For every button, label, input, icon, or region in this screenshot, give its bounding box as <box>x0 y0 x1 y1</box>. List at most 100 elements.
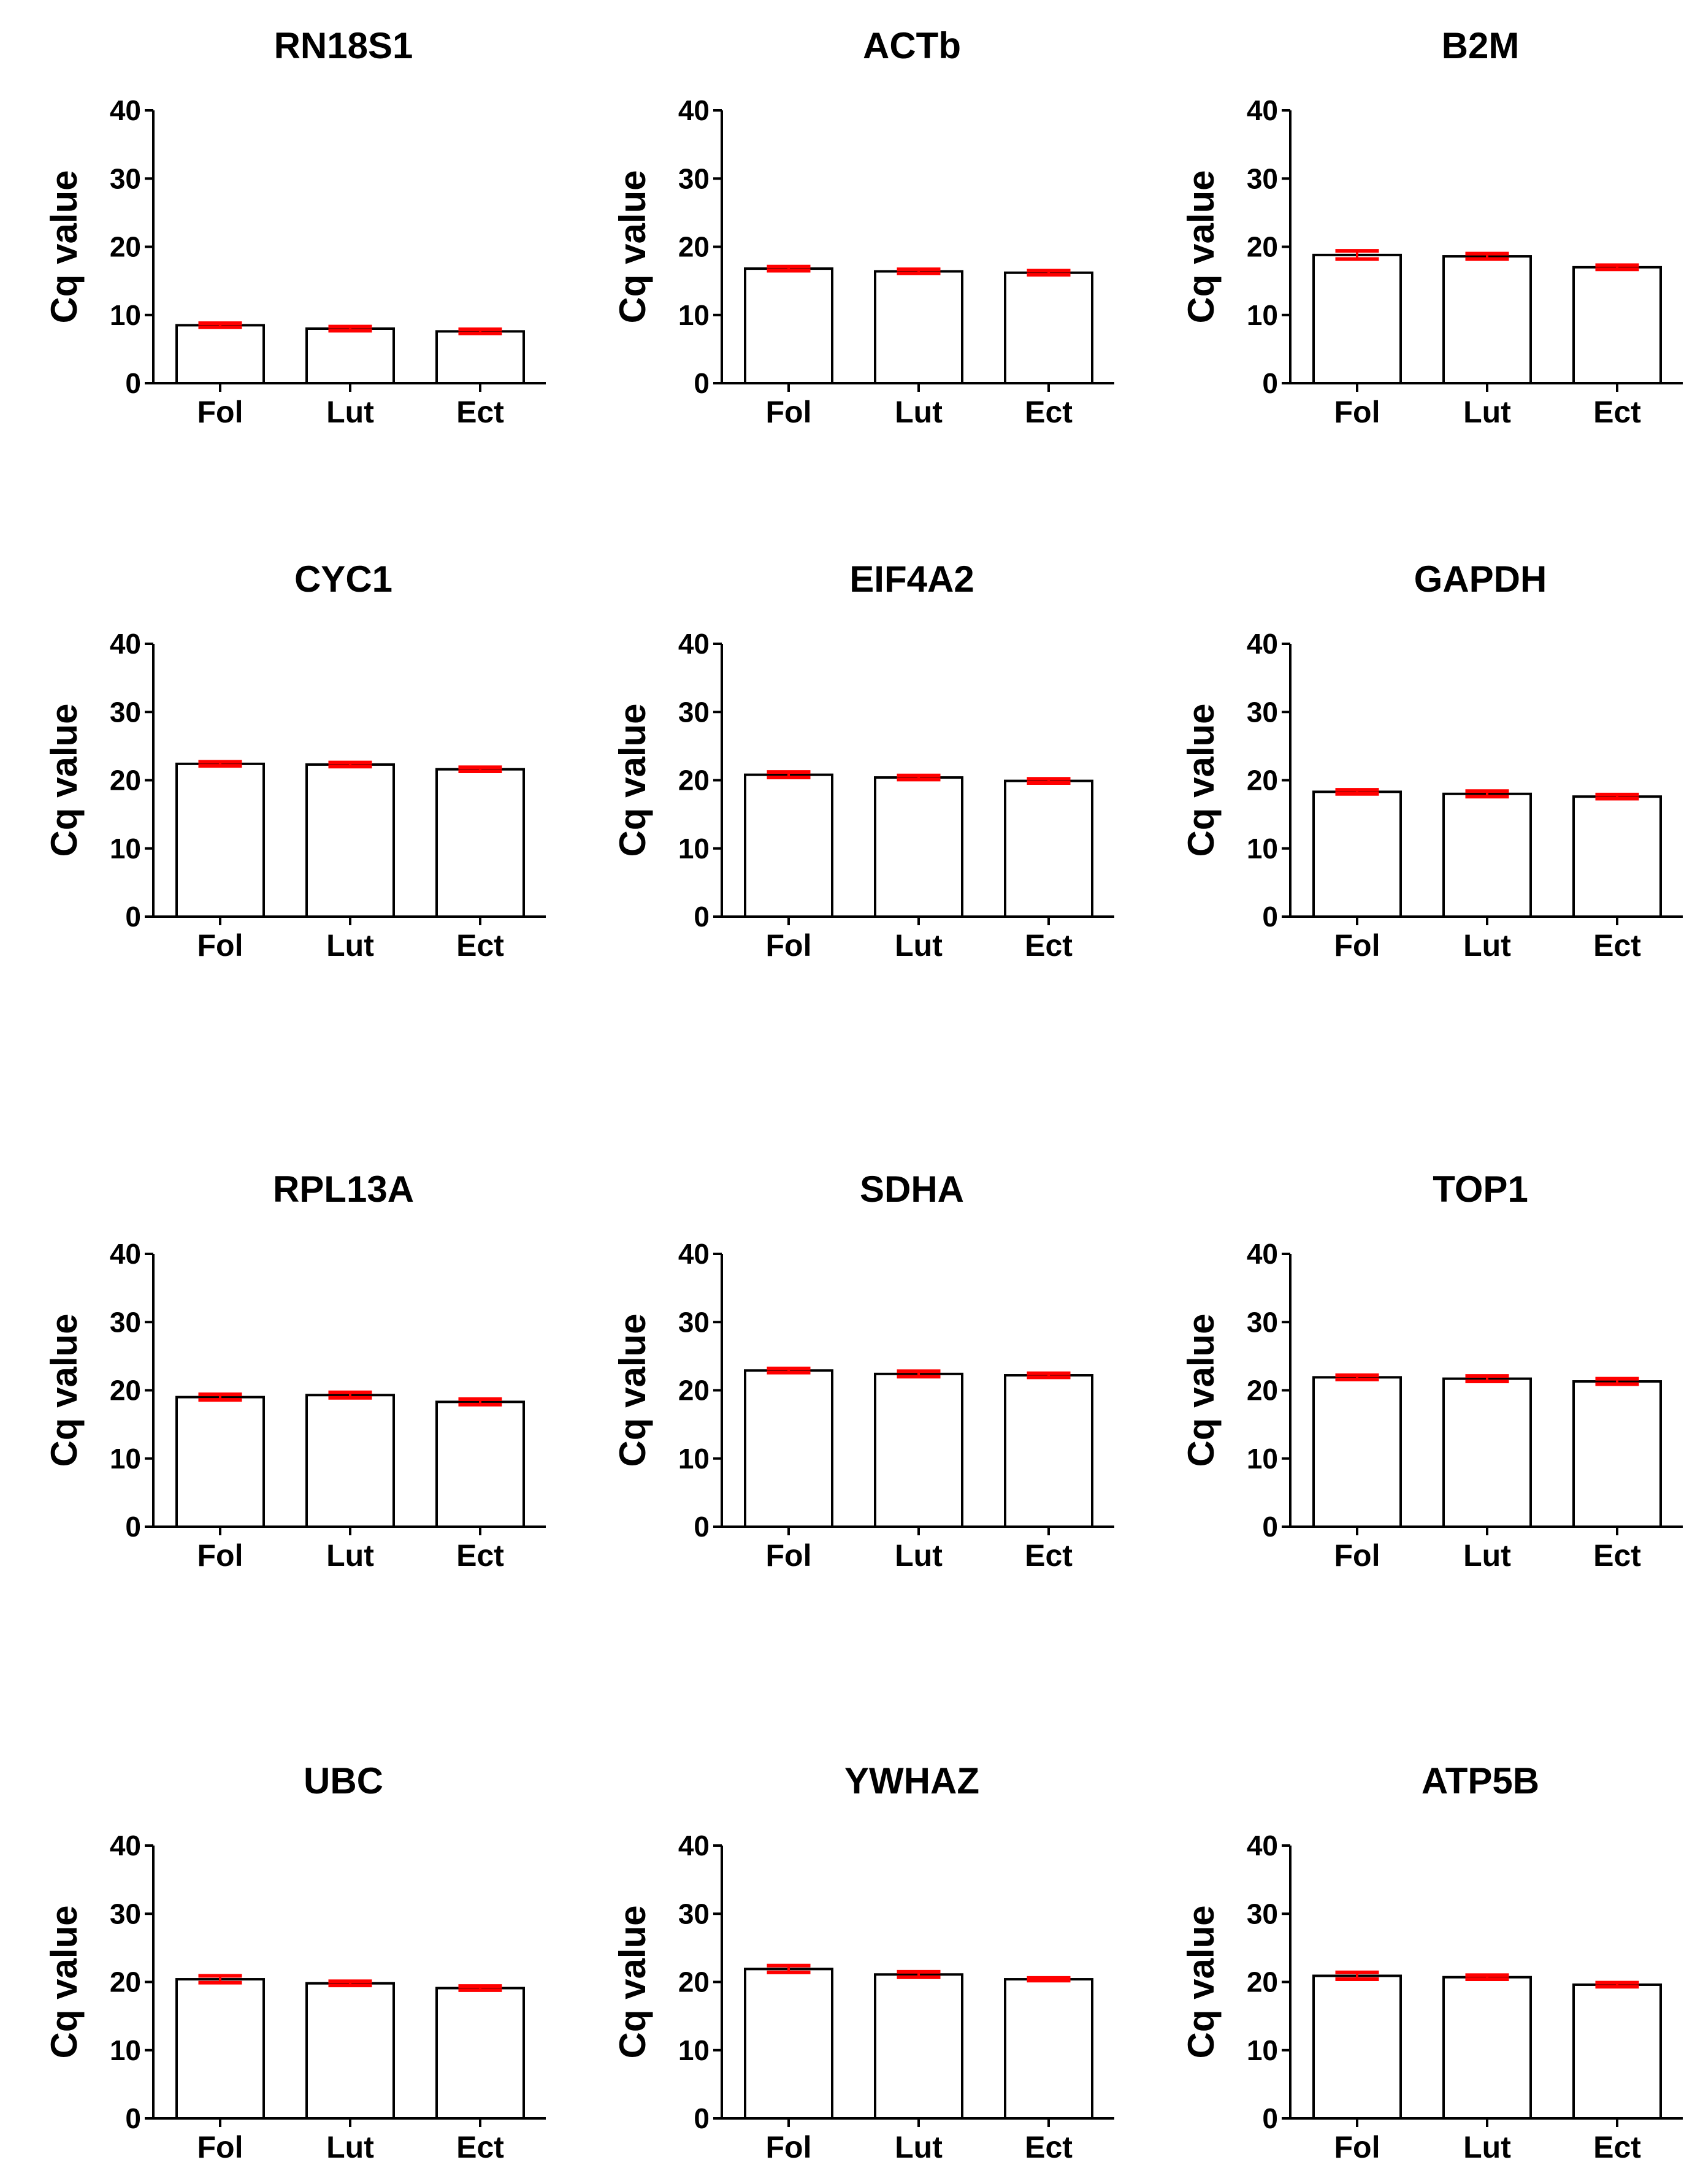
y-tick-label: 20 <box>678 765 710 796</box>
x-tick-label-lut: Lut <box>895 395 943 429</box>
x-tick-label-fol: Fol <box>766 1538 812 1573</box>
y-tick-label: 30 <box>110 162 141 194</box>
x-tick-label-lut: Lut <box>1463 395 1511 429</box>
y-tick-label: 10 <box>678 833 710 865</box>
y-tick-label: 30 <box>110 1898 141 1930</box>
y-tick-label: 0 <box>1262 1511 1278 1543</box>
bar-fol <box>175 1396 265 1528</box>
y-axis-label: Cq value <box>44 1905 85 2058</box>
x-tick-label-lut: Lut <box>895 928 943 963</box>
panel-atp5b: ATP5B Cq value 0 10 20 30 40 Fol Lut Ect <box>1181 1760 1683 2164</box>
x-tick-label-lut: Lut <box>1463 2130 1511 2164</box>
panel-title: RPL13A <box>273 1169 414 1210</box>
x-tick-label-fol: Fol <box>766 928 812 963</box>
y-axis-label: Cq value <box>1181 703 1222 857</box>
bar-lut <box>1442 792 1532 918</box>
panel-title: B2M <box>1442 25 1520 66</box>
bar-fol <box>175 1978 265 2120</box>
x-tick-label-fol: Fol <box>197 395 243 429</box>
bar-fol <box>1312 253 1402 384</box>
x-tick-label-lut: Lut <box>326 1538 374 1573</box>
x-tick-label-ect: Ect <box>456 1538 504 1573</box>
bar-lut <box>1442 1976 1532 2120</box>
y-tick-label: 30 <box>1247 1898 1278 1930</box>
x-tick-label-fol: Fol <box>197 1538 243 1573</box>
x-tick-label-ect: Ect <box>1025 2130 1073 2164</box>
bar-fol <box>744 267 833 384</box>
y-tick-label: 30 <box>678 696 710 728</box>
x-tick-label-ect: Ect <box>1593 395 1641 429</box>
x-tick-label-ect: Ect <box>1025 395 1073 429</box>
y-tick-label: 20 <box>110 1966 141 1998</box>
x-tick-label-ect: Ect <box>1593 2130 1641 2164</box>
bar-lut <box>1442 255 1532 385</box>
y-tick-label: 20 <box>1247 765 1278 796</box>
y-tick-label: 0 <box>125 367 141 399</box>
y-tick-label: 20 <box>678 1966 710 1998</box>
x-tick-label-ect: Ect <box>456 2130 504 2164</box>
y-tick-label: 40 <box>1247 1238 1278 1270</box>
y-tick-label: 0 <box>1262 367 1278 399</box>
y-tick-label: 0 <box>694 901 710 933</box>
panel-actb: ACTb Cq value 0 10 20 30 40 Fol Lut Ect <box>612 25 1114 429</box>
bar-fol <box>1312 790 1402 918</box>
bar-ect <box>1004 1978 1093 2120</box>
bar-ect <box>1572 795 1662 918</box>
x-tick-label-ect: Ect <box>1025 928 1073 963</box>
panel-title: SDHA <box>860 1169 964 1210</box>
y-tick-label: 10 <box>678 2034 710 2066</box>
y-tick-label: 20 <box>1247 1966 1278 1998</box>
bar-lut <box>874 1372 963 1529</box>
bar-lut <box>1442 1377 1532 1528</box>
x-tick-label-fol: Fol <box>766 2130 812 2164</box>
y-tick-label: 10 <box>110 833 141 865</box>
y-tick-label: 10 <box>110 299 141 331</box>
y-tick-label: 10 <box>1247 833 1278 865</box>
y-tick-label: 20 <box>110 1375 141 1407</box>
y-axis-label: Cq value <box>44 170 85 323</box>
y-tick-label: 0 <box>125 2102 141 2134</box>
panel-cyc1: CYC1 Cq value 0 10 20 30 40 Fol Lut Ect <box>44 559 546 963</box>
y-tick-label: 30 <box>678 1898 710 1930</box>
bar-ect <box>1572 1983 1662 2120</box>
bar-fol <box>1312 1376 1402 1529</box>
y-tick-label: 20 <box>1247 1375 1278 1407</box>
x-tick-label-fol: Fol <box>1334 928 1380 963</box>
y-tick-label: 30 <box>1247 162 1278 194</box>
bar-lut <box>874 1973 963 2120</box>
panel-title: YWHAZ <box>844 1760 979 1801</box>
x-tick-label-lut: Lut <box>326 928 374 963</box>
y-tick-label: 20 <box>1247 231 1278 263</box>
bar-lut <box>305 763 395 918</box>
y-tick-label: 40 <box>1247 94 1278 126</box>
bar-fol <box>175 324 265 384</box>
panel-ywhaz: YWHAZ Cq value 0 10 20 30 40 Fol Lut Ect <box>612 1760 1114 2164</box>
panel-title: ACTb <box>863 25 961 66</box>
y-axis-label: Cq value <box>1181 170 1222 323</box>
panel-title: TOP1 <box>1433 1169 1528 1210</box>
y-tick-label: 40 <box>678 94 710 126</box>
y-tick-label: 10 <box>1247 1443 1278 1475</box>
y-axis-label: Cq value <box>1181 1905 1222 2058</box>
y-tick-label: 30 <box>110 1306 141 1338</box>
y-axis-label: Cq value <box>44 703 85 857</box>
y-tick-label: 10 <box>110 2034 141 2066</box>
x-tick-label-fol: Fol <box>1334 1538 1380 1573</box>
y-axis-label: Cq value <box>1181 1313 1222 1467</box>
panel-sdha: SDHA Cq value 0 10 20 30 40 Fol Lut Ect <box>612 1169 1114 1573</box>
y-tick-label: 20 <box>110 231 141 263</box>
bar-lut <box>874 270 963 384</box>
y-tick-label: 0 <box>125 901 141 933</box>
y-tick-label: 30 <box>1247 1306 1278 1338</box>
bar-ect <box>435 768 525 918</box>
bar-fol <box>744 1968 833 2120</box>
bar-ect <box>1004 1374 1093 1528</box>
y-tick-label: 20 <box>678 231 710 263</box>
bar-fol <box>175 762 265 918</box>
y-tick-label: 40 <box>678 1830 710 1861</box>
bar-fol <box>744 1369 833 1529</box>
panel-rpl13a: RPL13A Cq value 0 10 20 30 40 Fol Lut Ect <box>44 1169 546 1573</box>
y-tick-label: 0 <box>125 1511 141 1543</box>
panel-eif4a2: EIF4A2 Cq value 0 10 20 30 40 Fol Lut Ect <box>612 559 1114 963</box>
